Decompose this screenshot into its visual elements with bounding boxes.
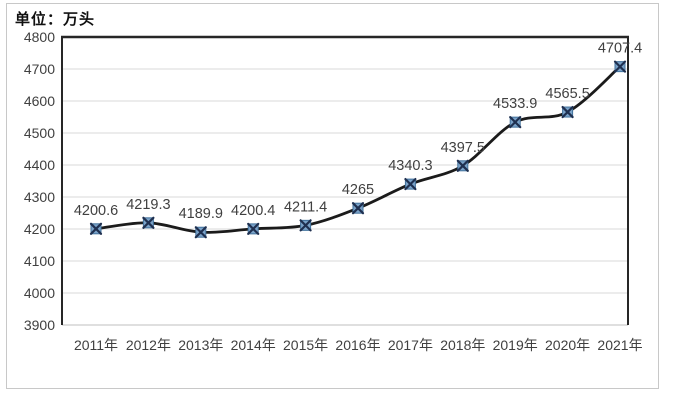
marker-x-stroke: [89, 222, 103, 235]
unit-label: 单位：万头: [15, 11, 96, 28]
data-label: 4565.5: [545, 86, 589, 102]
x-axis-tick-label: 2020年: [545, 337, 590, 353]
data-label: 4707.4: [598, 41, 642, 57]
data-label: 4200.6: [74, 203, 118, 219]
x-axis-tick-label: 2013年: [178, 337, 223, 353]
x-axis-tick-label: 2016年: [335, 337, 380, 353]
x-axis-tick-label: 2017年: [388, 337, 433, 353]
marker-x-stroke: [142, 216, 155, 229]
data-label: 4211.4: [284, 199, 327, 215]
x-axis-tick-label: 2015年: [283, 337, 328, 353]
marker-x-stroke: [561, 105, 574, 119]
x-axis-tick-label: 2012年: [126, 337, 171, 353]
data-label: 4189.9: [179, 206, 223, 222]
y-axis-tick-label: 4200: [24, 221, 55, 237]
y-axis-tick-label: 4000: [24, 285, 55, 301]
data-label: 4200.4: [231, 203, 275, 219]
marker-x-stroke: [247, 222, 260, 235]
x-axis-tick-label: 2021年: [597, 337, 642, 353]
data-label: 4265: [342, 182, 374, 198]
y-axis-tick-label: 4600: [24, 93, 55, 109]
marker-x-stroke: [299, 219, 312, 232]
x-axis-tick-label: 2011年: [74, 337, 118, 353]
marker-x-stroke: [456, 159, 469, 172]
y-axis-tick-label: 4400: [24, 157, 55, 173]
y-axis-tick-label: 4300: [24, 189, 55, 205]
marker-x-stroke: [351, 202, 365, 215]
y-axis-tick-label: 4500: [24, 125, 55, 141]
marker-x-stroke: [509, 116, 522, 129]
marker-x-stroke: [613, 60, 627, 73]
y-axis-tick-label: 4800: [24, 29, 55, 45]
y-axis-tick-label: 4100: [24, 253, 55, 269]
x-axis-tick-label: 2018年: [440, 337, 485, 353]
y-axis-tick-label: 3900: [24, 317, 55, 333]
data-label: 4219.3: [126, 197, 170, 213]
x-axis-tick-label: 2014年: [231, 337, 276, 353]
marker-x-stroke: [404, 178, 417, 191]
data-label: 4340.3: [388, 158, 432, 174]
data-label: 4533.9: [493, 96, 537, 112]
x-axis-tick-label: 2019年: [493, 337, 538, 353]
y-axis-tick-label: 4700: [24, 61, 55, 77]
data-label: 4397.5: [441, 140, 485, 156]
marker-x-stroke: [194, 226, 207, 239]
